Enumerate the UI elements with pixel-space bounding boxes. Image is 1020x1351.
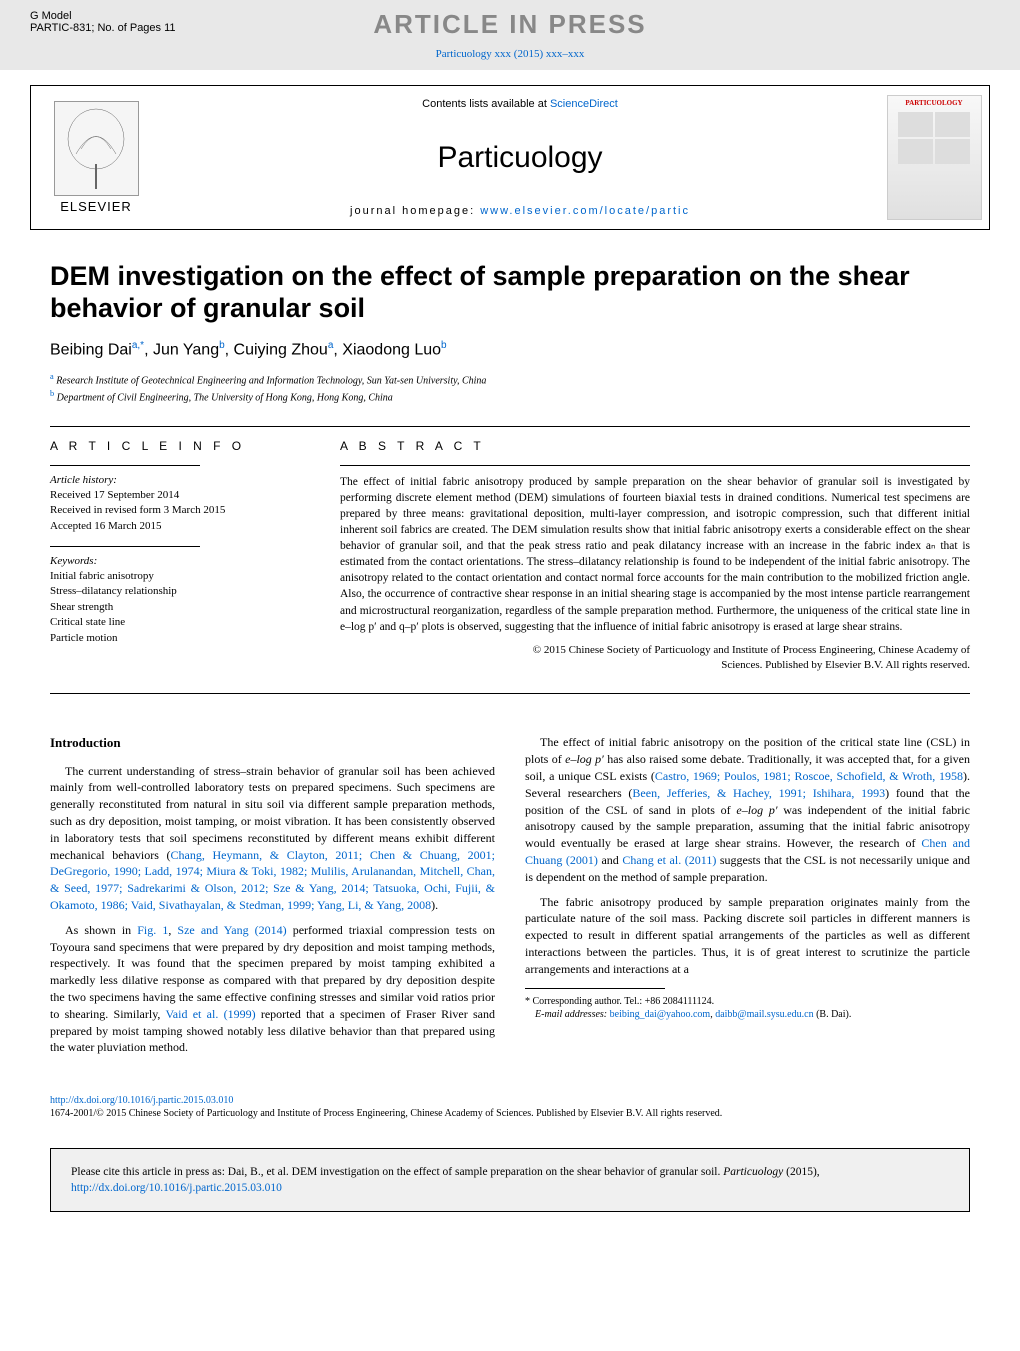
cover-title: PARTICUOLOGY xyxy=(905,99,962,107)
doi-section: http://dx.doi.org/10.1016/j.partic.2015.… xyxy=(0,1086,1020,1128)
abstract-heading: A B S T R A C T xyxy=(340,439,970,453)
elsevier-logo: ELSEVIER xyxy=(31,86,161,229)
cover-thumb xyxy=(935,139,970,164)
footnote-divider xyxy=(525,988,665,989)
cover-thumb xyxy=(935,112,970,137)
cite-box: Please cite this article in press as: Da… xyxy=(50,1148,970,1212)
doi-link[interactable]: http://dx.doi.org/10.1016/j.partic.2015.… xyxy=(50,1095,233,1106)
cite-text-2: (2015), xyxy=(783,1166,819,1178)
cite-link[interactable]: http://dx.doi.org/10.1016/j.partic.2015.… xyxy=(71,1182,282,1194)
contents-available: Contents lists available at ScienceDirec… xyxy=(173,98,867,110)
article-title: DEM investigation on the effect of sampl… xyxy=(50,260,970,325)
journal-name: Particuology xyxy=(173,141,867,175)
body-paragraph-1: The current understanding of stress–stra… xyxy=(50,763,495,914)
affiliation-a: a Research Institute of Geotechnical Eng… xyxy=(50,371,970,388)
elsevier-text: ELSEVIER xyxy=(60,199,132,214)
history-label: Article history: xyxy=(50,474,310,486)
cover-image: PARTICUOLOGY xyxy=(887,95,982,220)
received-date: Received 17 September 2014 xyxy=(50,488,310,503)
keywords-label: Keywords: xyxy=(50,555,310,567)
keyword-1: Initial fabric anisotropy xyxy=(50,569,310,584)
email-line: E-mail addresses: beibing_dai@yahoo.com,… xyxy=(525,1008,970,1021)
contents-box: ELSEVIER Contents lists available at Sci… xyxy=(30,85,990,230)
author-2: , Jun Yang xyxy=(144,341,219,358)
authors: Beibing Daia,*, Jun Yangb, Cuiying Zhoua… xyxy=(50,340,970,359)
email-name: (B. Dai). xyxy=(814,1009,852,1020)
affil-b-text: Department of Civil Engineering, The Uni… xyxy=(54,393,393,404)
author-1: Beibing Dai xyxy=(50,341,132,358)
affiliation-b: b Department of Civil Engineering, The U… xyxy=(50,388,970,405)
author-3: , Cuiying Zhou xyxy=(225,341,328,358)
elsevier-tree-icon xyxy=(54,101,139,196)
content-wrap: DEM investigation on the effect of sampl… xyxy=(0,230,1020,1086)
body-section: Introduction The current understanding o… xyxy=(50,734,970,1056)
journal-cover: PARTICUOLOGY xyxy=(879,86,989,229)
p3-text-f: and xyxy=(598,853,622,867)
email-1[interactable]: beibing_dai@yahoo.com xyxy=(610,1009,711,1020)
email-label: E-mail addresses: xyxy=(535,1009,610,1020)
body-paragraph-4: The fabric anisotropy produced by sample… xyxy=(525,894,970,978)
p2-ref-2[interactable]: Vaid et al. (1999) xyxy=(165,1007,255,1021)
p1-text-b: ). xyxy=(431,898,438,912)
cover-thumb xyxy=(898,112,933,137)
p3-var: e–log p′ xyxy=(565,752,604,766)
keyword-2: Stress–dilatancy relationship xyxy=(50,584,310,599)
divider xyxy=(50,693,970,694)
copyright-line-1: © 2015 Chinese Society of Particuology a… xyxy=(340,643,970,658)
abstract-divider xyxy=(340,465,970,466)
intro-heading: Introduction xyxy=(50,734,495,752)
p2-text-a: As shown in xyxy=(65,923,137,937)
affil-a-text: Research Institute of Geotechnical Engin… xyxy=(54,375,487,386)
affiliations: a Research Institute of Geotechnical Eng… xyxy=(50,371,970,406)
author-4-sup: b xyxy=(441,340,447,351)
homepage-label: journal homepage: xyxy=(350,205,480,217)
copyright-line-2: Sciences. Published by Elsevier B.V. All… xyxy=(340,658,970,673)
divider xyxy=(50,426,970,427)
footnotes: * Corresponding author. Tel.: +86 208411… xyxy=(525,995,970,1021)
contents-available-text: Contents lists available at xyxy=(422,98,550,110)
info-abstract-row: A R T I C L E I N F O Article history: R… xyxy=(50,439,970,674)
info-divider xyxy=(50,465,200,466)
keyword-3: Shear strength xyxy=(50,600,310,615)
info-heading: A R T I C L E I N F O xyxy=(50,439,310,453)
p2-ref[interactable]: Sze and Yang (2014) xyxy=(177,923,286,937)
keyword-5: Particle motion xyxy=(50,631,310,646)
journal-issue-link-text[interactable]: Particuology xxx (2015) xxx–xxx xyxy=(436,48,585,60)
header-banner: G Model PARTIC-831; No. of Pages 11 ARTI… xyxy=(0,0,1020,70)
article-info: A R T I C L E I N F O Article history: R… xyxy=(50,439,310,674)
cover-thumb xyxy=(898,139,933,164)
body-paragraph-2: As shown in Fig. 1, Sze and Yang (2014) … xyxy=(50,922,495,1056)
issn-copyright: 1674-2001/© 2015 Chinese Society of Part… xyxy=(50,1107,970,1120)
info-divider xyxy=(50,546,200,547)
email-2[interactable]: daibb@mail.sysu.edu.cn xyxy=(715,1009,813,1020)
p3-ref-4[interactable]: Chang et al. (2011) xyxy=(622,853,716,867)
homepage-link[interactable]: www.elsevier.com/locate/partic xyxy=(480,205,690,217)
abstract-text: The effect of initial fabric anisotropy … xyxy=(340,474,970,635)
sciencedirect-link[interactable]: ScienceDirect xyxy=(550,98,618,110)
cite-journal: Particuology xyxy=(723,1166,783,1178)
p3-var-2: e–log p′ xyxy=(736,803,777,817)
contents-center: Contents lists available at ScienceDirec… xyxy=(161,86,879,229)
journal-homepage: journal homepage: www.elsevier.com/locat… xyxy=(173,205,867,217)
author-1-sup: a,* xyxy=(132,340,144,351)
copyright: © 2015 Chinese Society of Particuology a… xyxy=(340,643,970,674)
corresponding-author: * Corresponding author. Tel.: +86 208411… xyxy=(525,995,970,1008)
abstract-column: A B S T R A C T The effect of initial fa… xyxy=(340,439,970,674)
revised-date: Received in revised form 3 March 2015 xyxy=(50,503,310,518)
cite-text-1: Please cite this article in press as: Da… xyxy=(71,1166,723,1178)
accepted-date: Accepted 16 March 2015 xyxy=(50,519,310,534)
p3-ref-2[interactable]: Been, Jefferies, & Hachey, 1991; Ishihar… xyxy=(632,786,885,800)
journal-issue-link[interactable]: Particuology xxx (2015) xxx–xxx xyxy=(30,48,990,60)
author-4: , Xiaodong Luo xyxy=(333,341,441,358)
body-paragraph-3: The effect of initial fabric anisotropy … xyxy=(525,734,970,885)
p3-ref-1[interactable]: Castro, 1969; Poulos, 1981; Roscoe, Scho… xyxy=(655,769,963,783)
p2-fig-link[interactable]: Fig. 1 xyxy=(137,923,168,937)
cover-thumbs xyxy=(898,112,970,164)
keyword-4: Critical state line xyxy=(50,615,310,630)
